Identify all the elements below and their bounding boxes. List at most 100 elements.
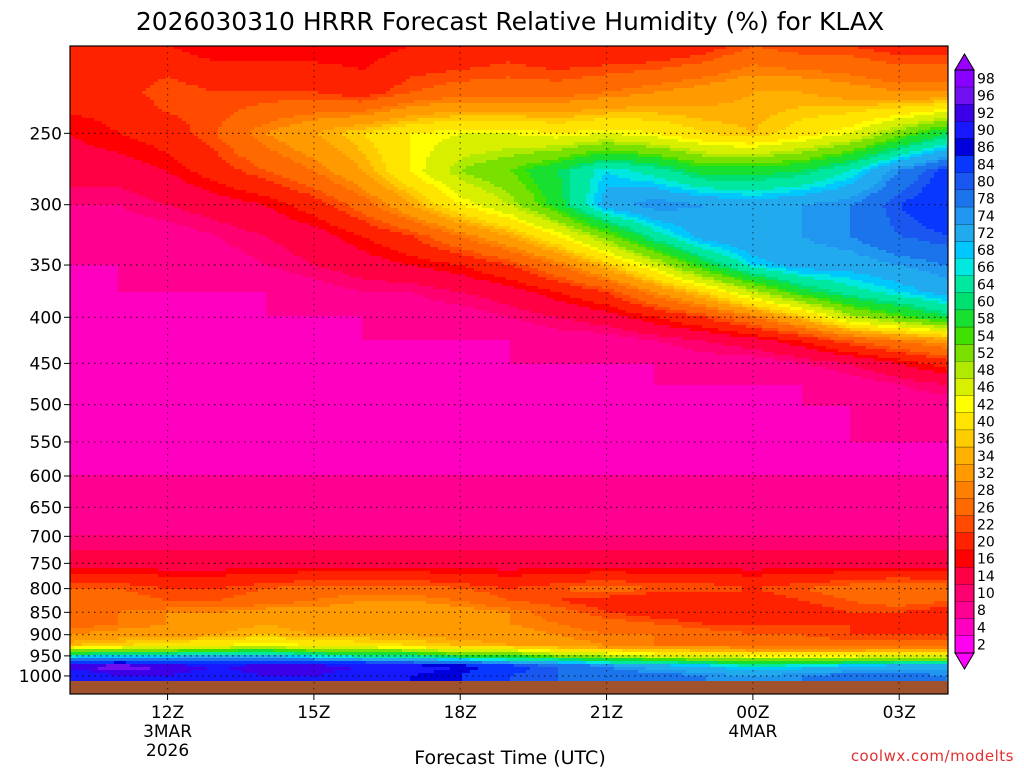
rh-cell bbox=[758, 46, 763, 50]
rh-cell bbox=[650, 46, 655, 50]
rh-cell bbox=[818, 55, 823, 59]
rh-cell bbox=[126, 67, 131, 71]
rh-cell bbox=[154, 52, 159, 56]
rh-cell bbox=[754, 67, 759, 71]
rh-cell bbox=[902, 67, 907, 71]
rh-cell bbox=[182, 55, 187, 59]
rh-cell bbox=[454, 58, 459, 62]
rh-cell bbox=[946, 61, 948, 65]
rh-cell bbox=[498, 61, 503, 65]
rh-cell bbox=[78, 64, 83, 68]
rh-cell bbox=[498, 49, 503, 53]
rh-cell bbox=[182, 58, 187, 62]
rh-cell bbox=[378, 52, 383, 56]
rh-cell bbox=[390, 49, 395, 53]
rh-cell bbox=[906, 52, 911, 56]
rh-cell bbox=[926, 46, 931, 50]
rh-cell bbox=[454, 52, 459, 56]
rh-cell bbox=[230, 61, 235, 65]
rh-cell bbox=[158, 70, 163, 74]
rh-cell bbox=[730, 61, 735, 65]
rh-cell bbox=[566, 58, 571, 62]
rh-cell bbox=[226, 58, 231, 62]
rh-cell bbox=[646, 61, 651, 65]
rh-cell bbox=[450, 46, 455, 50]
rh-cell bbox=[894, 49, 899, 53]
rh-cell bbox=[506, 46, 511, 50]
rh-cell bbox=[754, 61, 759, 65]
rh-cell bbox=[866, 49, 871, 53]
rh-cell bbox=[738, 64, 743, 68]
rh-cell bbox=[346, 67, 351, 71]
rh-cell bbox=[638, 61, 643, 65]
rh-cell bbox=[306, 70, 311, 74]
rh-cell bbox=[422, 52, 427, 56]
rh-cell bbox=[822, 67, 827, 71]
rh-cell bbox=[702, 61, 707, 65]
rh-cell bbox=[762, 64, 767, 68]
rh-cell bbox=[334, 61, 339, 65]
rh-cell bbox=[106, 61, 111, 65]
rh-cell bbox=[822, 58, 827, 62]
rh-cell bbox=[138, 46, 143, 50]
rh-cell bbox=[366, 61, 371, 65]
rh-cell bbox=[526, 46, 531, 50]
rh-cell bbox=[762, 49, 767, 53]
rh-cell bbox=[882, 67, 887, 71]
rh-cell bbox=[298, 52, 303, 56]
rh-cell bbox=[766, 64, 771, 68]
rh-cell bbox=[566, 52, 571, 56]
rh-cell bbox=[262, 58, 267, 62]
rh-cell bbox=[426, 67, 431, 71]
rh-cell bbox=[894, 64, 899, 68]
rh-cell bbox=[934, 67, 939, 71]
rh-cell bbox=[222, 52, 227, 56]
rh-cell bbox=[690, 52, 695, 56]
rh-cell bbox=[90, 58, 95, 62]
rh-cell bbox=[658, 49, 663, 53]
rh-cell bbox=[310, 67, 315, 71]
rh-cell bbox=[234, 70, 239, 74]
rh-cell bbox=[266, 46, 271, 50]
rh-cell bbox=[682, 55, 687, 59]
rh-cell bbox=[934, 46, 939, 50]
rh-cell bbox=[530, 64, 535, 68]
rh-cell bbox=[342, 70, 347, 74]
rh-cell bbox=[306, 64, 311, 68]
rh-cell bbox=[734, 67, 739, 71]
rh-cell bbox=[98, 61, 103, 65]
rh-cell bbox=[326, 52, 331, 56]
rh-cell bbox=[894, 55, 899, 59]
rh-cell bbox=[478, 64, 483, 68]
rh-cell bbox=[126, 64, 131, 68]
rh-cell bbox=[142, 52, 147, 56]
rh-cell bbox=[182, 61, 187, 65]
rh-cell bbox=[606, 46, 611, 50]
rh-cell bbox=[670, 61, 675, 65]
rh-cell bbox=[650, 52, 655, 56]
rh-cell bbox=[858, 52, 863, 56]
rh-cell bbox=[518, 61, 523, 65]
rh-cell bbox=[70, 64, 75, 68]
rh-cell bbox=[614, 46, 619, 50]
rh-cell bbox=[718, 64, 723, 68]
rh-cell bbox=[86, 55, 91, 59]
rh-cell bbox=[398, 70, 403, 74]
rh-cell bbox=[486, 58, 491, 62]
rh-cell bbox=[938, 64, 943, 68]
rh-cell bbox=[478, 55, 483, 59]
rh-cell bbox=[606, 49, 611, 53]
rh-cell bbox=[486, 49, 491, 53]
rh-cell bbox=[74, 58, 79, 62]
rh-cell bbox=[918, 67, 923, 71]
rh-cell bbox=[290, 55, 295, 59]
rh-cell bbox=[78, 52, 83, 56]
rh-cell bbox=[134, 49, 139, 53]
rh-cell bbox=[726, 46, 731, 50]
rh-cell bbox=[758, 64, 763, 68]
rh-cell bbox=[302, 70, 307, 74]
rh-cell bbox=[290, 67, 295, 71]
rh-cell bbox=[414, 58, 419, 62]
rh-cell bbox=[642, 61, 647, 65]
rh-cell bbox=[318, 55, 323, 59]
